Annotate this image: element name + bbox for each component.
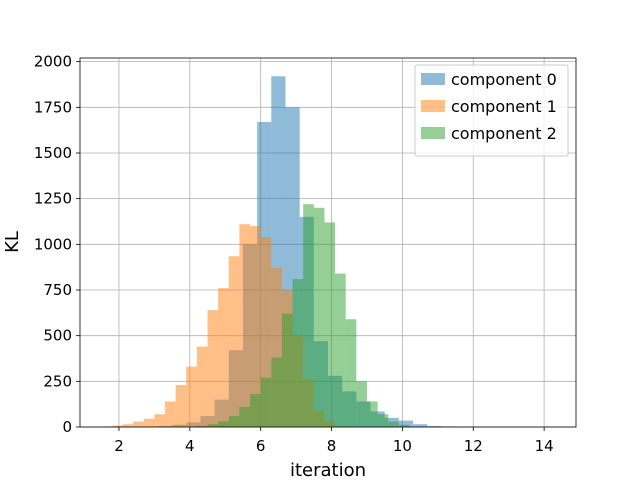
- bar-series-2-bin-19: [398, 424, 410, 427]
- legend-label-1: component 1: [451, 97, 557, 116]
- x-tick-label-4: 10: [393, 437, 412, 455]
- bar-series-0-bin-20: [413, 424, 428, 427]
- bar-series-2-bin-14: [345, 319, 357, 427]
- legend: component 0 component 1 component 2: [414, 64, 569, 157]
- y-tick-label-5: 1250: [34, 190, 72, 208]
- legend-swatch-1: [421, 100, 445, 112]
- bar-series-1-bin-16: [271, 268, 282, 427]
- bar-series-1-bin-3: [133, 421, 144, 427]
- bar-series-2-bin-7: [271, 357, 282, 427]
- bar-series-1-bin-14: [250, 226, 261, 427]
- bar-series-1-bin-5: [154, 414, 166, 427]
- plot-area-frame: [79, 57, 577, 428]
- legend-label-2: component 2: [451, 124, 557, 143]
- x-tick-label-0: 2: [114, 437, 124, 455]
- bar-series-2-bin-16: [366, 401, 378, 427]
- bar-series-1-bin-11: [218, 288, 229, 427]
- y-tick-label-4: 1000: [34, 235, 72, 253]
- bar-series-1-bin-13: [239, 224, 251, 427]
- x-tick-label-6: 14: [535, 437, 554, 455]
- bar-series-2-bin-18: [388, 421, 399, 427]
- x-tick-label-1: 4: [185, 437, 195, 455]
- bar-series-1-bin-10: [207, 310, 219, 427]
- bar-series-2-bin-2: [218, 421, 229, 427]
- bar-series-1-bin-4: [143, 418, 155, 427]
- y-tick-label-8: 2000: [34, 53, 72, 71]
- bars-layer: [101, 76, 470, 428]
- bar-series-2-bin-8: [281, 313, 293, 427]
- y-tick-label-2: 500: [43, 327, 72, 345]
- bar-series-2-bin-6: [260, 377, 272, 427]
- bar-series-1-bin-2: [122, 424, 134, 427]
- y-tick-label-6: 1500: [34, 144, 72, 162]
- legend-swatch-0: [421, 73, 445, 85]
- legend-label-0: component 0: [451, 70, 557, 89]
- x-tick-label-3: 8: [327, 437, 337, 455]
- bar-series-2-bin-5: [250, 394, 261, 427]
- bar-series-2-bin-9: [292, 279, 304, 427]
- bar-series-2-bin-3: [228, 416, 240, 427]
- bar-series-2-bin-0: [196, 426, 208, 427]
- bar-series-0-bin-21: [427, 426, 442, 427]
- x-tick-label-5: 12: [464, 437, 483, 455]
- bar-series-2-bin-11: [313, 207, 325, 427]
- bar-series-1-bin-9: [196, 346, 208, 427]
- legend-swatch-2: [421, 127, 445, 139]
- legend-frame: [414, 64, 569, 157]
- x-tick-label-2: 6: [256, 437, 266, 455]
- y-tick-label-1: 250: [43, 372, 72, 390]
- bar-series-2-bin-4: [239, 406, 251, 427]
- bar-series-1-bin-15: [260, 237, 272, 427]
- bar-series-2-bin-13: [335, 273, 346, 427]
- bar-series-0-bin-19: [398, 420, 414, 427]
- bar-series-2-bin-17: [377, 414, 389, 427]
- bar-series-2-bin-12: [324, 222, 336, 427]
- y-tick-label-3: 750: [43, 281, 72, 299]
- y-tick-label-0: 0: [62, 418, 72, 436]
- x-axis-label: iteration: [290, 460, 366, 480]
- y-tick-label-7: 1750: [34, 98, 72, 116]
- bar-series-2-bin-15: [356, 381, 367, 427]
- bar-series-1-bin-6: [165, 401, 176, 427]
- bar-series-1-bin-12: [228, 256, 240, 427]
- bar-series-2-bin-10: [303, 204, 314, 427]
- y-axis-label: KL: [2, 231, 23, 253]
- bar-series-1-bin-8: [186, 366, 197, 427]
- bar-series-1-bin-1: [111, 425, 123, 427]
- bar-series-1-bin-7: [175, 384, 187, 427]
- ticks-layer: 2 4 6 8 10 12 14 0 250 500 750 1000 1250 1500 1750 2000: [34, 53, 554, 455]
- bar-series-2-bin-1: [207, 424, 219, 427]
